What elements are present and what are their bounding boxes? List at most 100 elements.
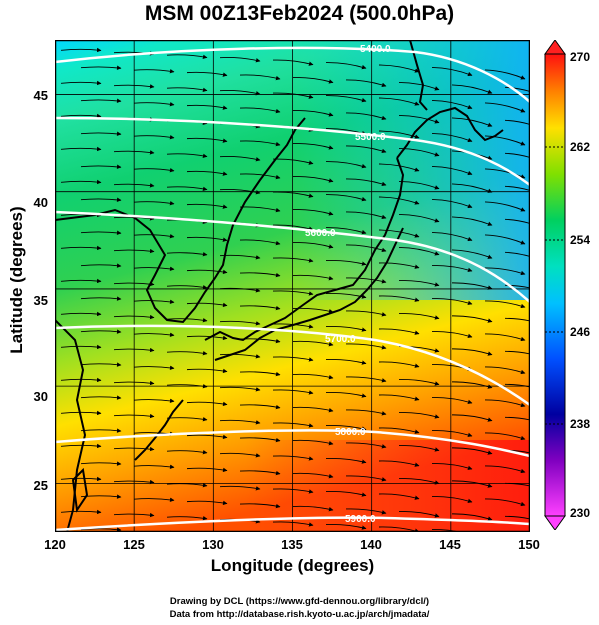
streamline-arrow xyxy=(292,340,334,347)
streamline-arrow xyxy=(484,102,526,113)
streamline-arrow xyxy=(431,100,473,110)
streamline-arrow xyxy=(166,251,208,257)
streamline-arrow xyxy=(219,254,261,260)
streamline-arrow xyxy=(504,218,530,224)
streamline-arrow xyxy=(484,498,526,507)
streamline-arrow xyxy=(239,74,281,81)
streamline-arrow xyxy=(484,69,526,80)
streamline-arrow xyxy=(451,84,493,94)
streamline-arrow xyxy=(80,263,122,268)
x-axis-label: Longitude (degrees) xyxy=(210,556,375,575)
streamline-arrow xyxy=(186,335,228,341)
streamline-arrow xyxy=(451,348,493,356)
streamline-arrow xyxy=(484,366,526,375)
streamline-arrow xyxy=(504,251,530,257)
streamline-arrow xyxy=(398,279,440,287)
streamline-arrow xyxy=(378,361,420,368)
height-contour-line xyxy=(55,210,530,303)
streamline-arrow xyxy=(484,201,526,212)
streamline-arrow xyxy=(484,333,526,342)
streamline-arrow xyxy=(219,320,261,326)
streamline-arrow xyxy=(239,437,281,443)
streamline-arrow xyxy=(239,173,281,180)
streamline-arrow xyxy=(166,87,208,93)
streamline-arrow xyxy=(272,455,314,461)
streamline-arrow xyxy=(239,239,281,246)
streamline-arrow xyxy=(80,164,122,170)
streamline-arrow xyxy=(378,328,420,335)
streamline-arrow xyxy=(345,508,387,515)
streamline-arrow xyxy=(60,113,102,119)
streamline-arrow xyxy=(431,298,473,306)
streamline-arrow xyxy=(345,211,387,220)
height-contour-label: 5700.0 xyxy=(325,334,356,345)
streamline-arrow xyxy=(345,442,387,449)
height-contour-label: 5500.0 xyxy=(355,132,386,143)
streamline-arrow xyxy=(133,464,175,469)
streamline-arrow xyxy=(219,452,261,458)
streamline-arrow xyxy=(292,274,334,281)
streamline-arrow xyxy=(378,295,420,302)
streamline-arrow xyxy=(219,57,261,63)
streamline-arrow xyxy=(292,143,334,150)
height-contour-line xyxy=(55,516,530,532)
streamline-arrow xyxy=(345,343,387,350)
streamline-arrow xyxy=(60,311,102,317)
streamline-arrow xyxy=(186,203,228,209)
streamline-arrow xyxy=(451,117,493,127)
streamline-arrow xyxy=(186,500,228,506)
streamline-arrow xyxy=(504,86,530,92)
colorbar-bottom-arrow xyxy=(544,515,566,530)
streamline-arrow xyxy=(186,401,228,407)
streamline-arrow xyxy=(166,482,208,488)
streamline-arrow xyxy=(80,296,122,301)
streamline-arrow xyxy=(272,92,314,99)
streamline-arrow xyxy=(80,362,122,367)
streamline-arrow xyxy=(451,216,493,226)
streamline-arrow xyxy=(398,246,440,256)
streamline-arrow xyxy=(239,404,281,410)
streamline-arrow xyxy=(504,416,530,421)
height-contour-line xyxy=(55,46,530,103)
streamline-arrow xyxy=(239,272,281,278)
height-contour-labels: 5400.0 5500.0 5600.0 5700.0 5800.0 5900.0 xyxy=(305,44,391,525)
height-contour-label: 5900.0 xyxy=(345,514,376,525)
streamline-arrow xyxy=(292,110,334,117)
streamline-arrow xyxy=(186,467,228,473)
streamline-arrow xyxy=(292,242,334,249)
coast-east-china xyxy=(55,319,87,532)
x-tick: 130 xyxy=(202,537,224,552)
streamline-arrow xyxy=(133,332,175,337)
streamline-arrow xyxy=(484,399,526,408)
streamline-arrow xyxy=(60,443,102,449)
streamline-arrow xyxy=(219,485,261,491)
streamline-arrow xyxy=(219,353,261,359)
colorbar xyxy=(544,40,566,530)
colorbar-gradient xyxy=(544,53,566,517)
streamline-arrow xyxy=(484,234,526,245)
streamline-arrow xyxy=(133,68,175,74)
streamline-arrow xyxy=(398,411,440,419)
streamline-arrow xyxy=(272,521,314,527)
streamline-arrow xyxy=(133,200,175,206)
streamline-arrow xyxy=(378,130,420,139)
streamline-arrow xyxy=(60,179,102,185)
streamline-arrow xyxy=(272,389,314,395)
streamline-arrow xyxy=(186,368,228,374)
streamline-arrow xyxy=(186,71,228,77)
streamline-arrow xyxy=(325,424,367,431)
streamline-arrow xyxy=(484,135,526,146)
streamline-arrow xyxy=(80,98,122,104)
streamline-arrow xyxy=(451,447,493,455)
x-tick: 135 xyxy=(281,537,303,552)
credit-drawing: Drawing by DCL (https://www.gfd-dennou.o… xyxy=(169,596,430,607)
coast-kyushu-honshu xyxy=(204,157,405,342)
x-tick: 150 xyxy=(518,537,540,552)
streamline-arrow xyxy=(80,230,122,236)
coast-ryukyu xyxy=(134,399,184,461)
streamline-arrow xyxy=(431,463,473,471)
streamline-arrow xyxy=(239,140,281,147)
streamline-arrow xyxy=(272,356,314,362)
streamline-arrow xyxy=(325,523,367,530)
streamline-arrow xyxy=(80,329,122,334)
